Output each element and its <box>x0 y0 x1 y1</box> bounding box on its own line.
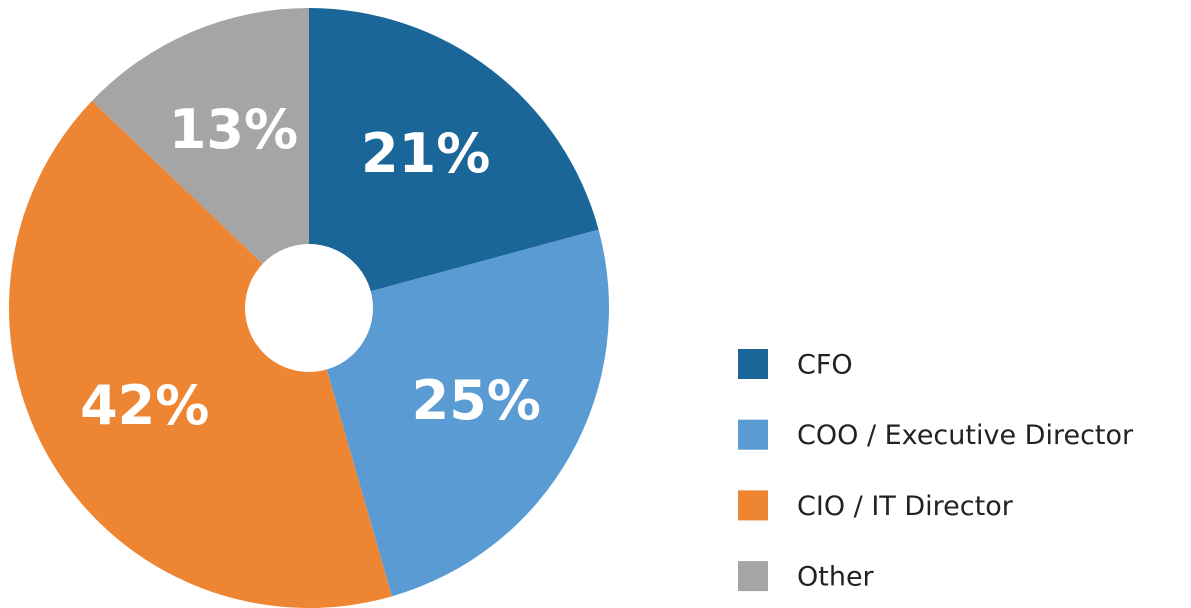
slice <box>9 100 392 608</box>
legend-swatch <box>738 490 768 521</box>
legend-swatch <box>738 349 768 379</box>
legend-label: COO / Executive Director <box>797 420 1134 451</box>
legend-swatch <box>738 419 768 450</box>
slice <box>309 8 599 308</box>
legend-label: CIO / IT Director <box>797 491 1014 522</box>
value-label: 21% <box>361 122 490 185</box>
value-label: 13% <box>169 98 298 161</box>
slice <box>91 8 309 308</box>
legend-label: Other <box>797 562 875 593</box>
slice <box>309 229 610 597</box>
value-label: 25% <box>412 369 541 432</box>
value-label: 42% <box>80 374 209 437</box>
donut-hole <box>245 244 373 372</box>
legend-swatch <box>738 561 768 592</box>
legend-label: CFO <box>797 350 853 381</box>
